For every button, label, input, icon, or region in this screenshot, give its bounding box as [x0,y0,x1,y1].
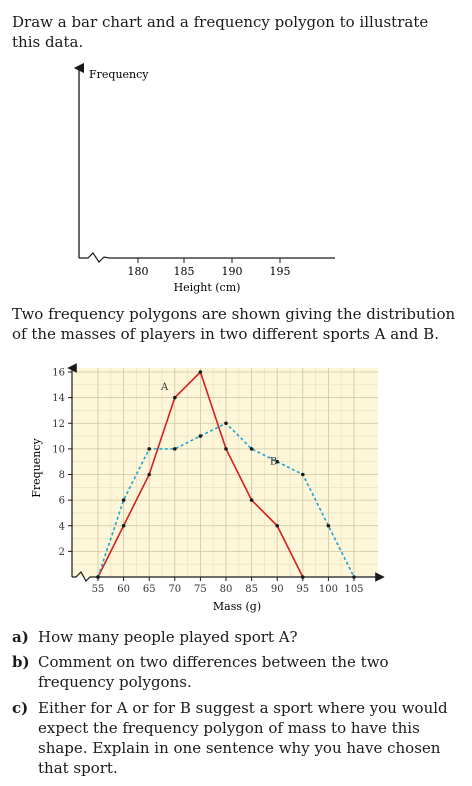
x-tick-label: 75 [194,584,207,595]
main-x-axis [72,571,385,582]
empty-height-chart: Frequency 180 185 190 195 Height (cm) [73,62,335,294]
x-tick-label: 65 [143,584,156,595]
x-tick-label: 90 [271,584,284,595]
empty-chart-xtick-label: 195 [270,265,291,278]
plot-background [72,368,378,577]
series-b-point [275,459,280,464]
y-tick-label: 6 [59,496,65,507]
empty-chart-xtick-label: 190 [222,265,243,278]
series-label-b: B [270,456,277,467]
y-tick-label: 8 [59,470,65,481]
x-tick-label: 70 [168,584,181,595]
series-b-point [173,447,177,451]
x-tick-label: 100 [319,584,338,595]
series-b-point [326,523,331,528]
empty-chart-ylabel: Frequency [89,68,149,81]
y-tick-label: 10 [52,444,65,455]
series-a-point [173,395,177,400]
question-b-text: Comment on two differences between the t… [38,653,389,691]
x-tick-label: 60 [117,584,130,595]
series-b-point [96,575,100,579]
y-tick-label: 12 [52,419,65,430]
series-b-point [121,498,126,502]
x-tick-label: 80 [220,584,233,595]
mass-frequency-polygon-chart: 2 4 6 8 10 12 14 16 55 60 65 70 75 80 85 90 95 100 105 A B… [30,363,385,613]
y-tick-label: 4 [59,521,65,532]
paragraph-two-sports: Two frequency polygons are shown giving … [12,305,456,343]
series-b-point [198,434,203,438]
x-tick-label: 55 [92,584,105,595]
x-tick-label: 95 [296,584,309,595]
question-c-label: c) [12,699,29,717]
empty-chart-axis-break [79,252,335,263]
series-a-point [121,523,126,528]
series-b-point [147,447,151,451]
question-b-label: b) [12,653,30,671]
x-tick-label: 105 [344,584,363,595]
empty-chart-xlabel: Height (cm) [174,281,241,294]
y-tick-label: 16 [52,368,65,379]
series-b-point [301,472,305,477]
series-a-point [198,370,203,374]
main-chart-ylabel: Frequency [30,437,43,497]
series-a-point [224,447,228,451]
series-a-point [275,523,280,528]
series-b-point [352,575,356,579]
empty-chart-xtick-label: 185 [174,265,195,278]
intro-text: Draw a bar chart and a frequency polygon… [12,13,429,51]
x-tick-label: 85 [245,584,258,595]
question-a-label: a) [12,628,29,646]
series-a-point [147,472,151,477]
series-b-point [249,447,254,451]
y-tick-label: 14 [52,393,65,404]
question-c-text: Either for A or for B suggest a sport wh… [38,699,448,777]
series-a-point [249,498,254,502]
series-label-a: A [160,382,169,393]
empty-chart-xtick-label: 180 [128,265,149,278]
series-b-point [224,421,228,426]
y-tick-label: 2 [59,547,65,558]
main-chart-xlabel: Mass (g) [213,600,261,613]
series-a-point [301,575,305,579]
question-a-text: How many people played sport A? [38,628,298,646]
